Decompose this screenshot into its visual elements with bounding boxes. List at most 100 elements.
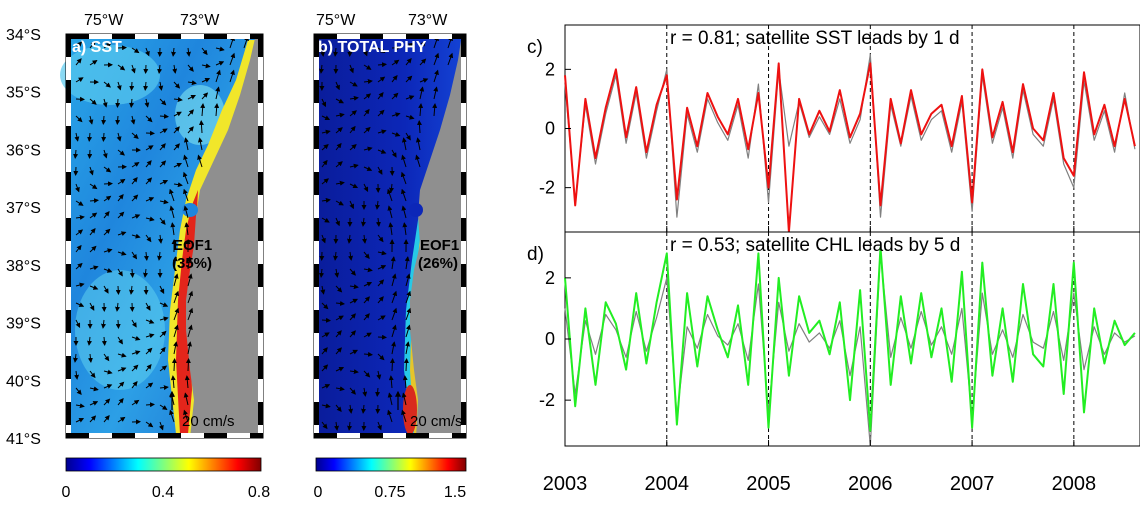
current-arrow [103,181,113,187]
current-arrow [187,64,194,72]
colorbar-b-tick: 0.75 [374,484,405,501]
current-arrow [349,81,358,87]
colorbar-b-tick: 0 [314,484,323,501]
map-a-title: a) SST [72,39,122,56]
current-arrow [103,398,111,406]
border-segment [66,80,71,103]
border-segment [461,126,466,149]
current-arrow [349,110,357,117]
current-arrow [103,384,113,389]
border-segment [258,402,263,425]
current-arrow [75,229,84,236]
current-arrow [187,290,194,304]
current-arrow [131,319,137,328]
current-arrow [157,64,163,74]
current-arrow [349,387,356,395]
border-segment [66,310,71,333]
lat-label: 36°S [6,142,41,159]
current-arrow [335,386,345,392]
map-panel-a: 20 cm/s a) SST EOF1 (35%) [60,33,264,439]
lon-label-a-73w: 73°W [180,12,220,29]
current-arrow [387,205,393,219]
current-arrow [377,421,382,431]
map-b-title: b) TOTAL PHY [318,39,427,56]
current-arrow [377,315,386,321]
current-arrow [117,45,127,51]
current-arrow [321,403,331,409]
current-arrow [187,307,194,321]
map-a-border-ticks [66,34,263,438]
current-arrow [144,98,150,108]
current-arrow [89,245,97,253]
colorbar-a [65,457,262,472]
current-arrow [182,171,189,185]
border-segment [258,356,263,379]
border-segment [258,80,263,103]
current-arrow [186,47,192,57]
current-arrow [183,154,189,168]
current-arrow [334,268,340,278]
current-arrow [349,144,357,151]
current-arrow [159,199,169,205]
current-arrow [405,307,412,321]
current-arrow [321,364,329,372]
current-arrow [401,392,407,406]
current-arrow [387,188,393,202]
current-arrow [87,353,93,363]
border-segment [66,57,71,80]
current-arrow [89,415,97,423]
current-arrow [391,273,397,287]
border-segment [461,195,466,218]
border-segment [135,433,158,438]
border-segment [314,34,337,39]
current-arrow [101,336,107,346]
current-arrow [145,216,155,222]
current-arrow [215,46,225,52]
current-arrow [348,251,354,261]
border-segment [314,425,319,438]
current-arrow [159,330,167,338]
current-arrow [171,47,177,57]
current-arrow [197,137,203,151]
current-arrow [89,228,96,236]
current-arrow [405,114,415,120]
current-arrow [387,392,393,406]
current-arrow [102,98,108,108]
current-arrow [103,211,110,219]
current-arrow [131,177,138,185]
current-arrow [405,324,411,338]
current-arrow [377,76,386,83]
current-arrow [103,248,113,254]
border-segment [66,425,71,438]
y-tick-label: 2 [545,59,555,79]
border-segment [66,34,71,57]
current-arrow [363,64,372,70]
current-arrow [391,324,397,338]
current-arrow [131,132,139,139]
current-arrow [321,178,329,185]
current-arrow [131,194,139,202]
current-arrow [173,81,181,89]
border-segment [250,34,263,39]
border-segment [461,264,466,287]
time-series-panel: -2 0 2 2003 2004 2005 2006 2007 2008 d) r = 0.53; … [527,231,1140,495]
current-arrow [171,358,177,372]
current-arrow [335,217,340,227]
current-arrow [375,387,381,397]
current-arrow [130,115,136,125]
border-segment [66,379,71,402]
current-arrow [75,244,82,253]
current-arrow [75,262,83,270]
current-arrow [129,81,135,91]
current-arrow [405,42,414,49]
current-arrow [363,108,370,117]
current-arrow [377,265,387,270]
border-segment [406,433,429,438]
current-arrow [187,94,196,100]
current-arrow [159,316,169,322]
current-arrow [377,353,385,361]
border-segment [66,402,71,425]
current-arrow [377,166,383,175]
